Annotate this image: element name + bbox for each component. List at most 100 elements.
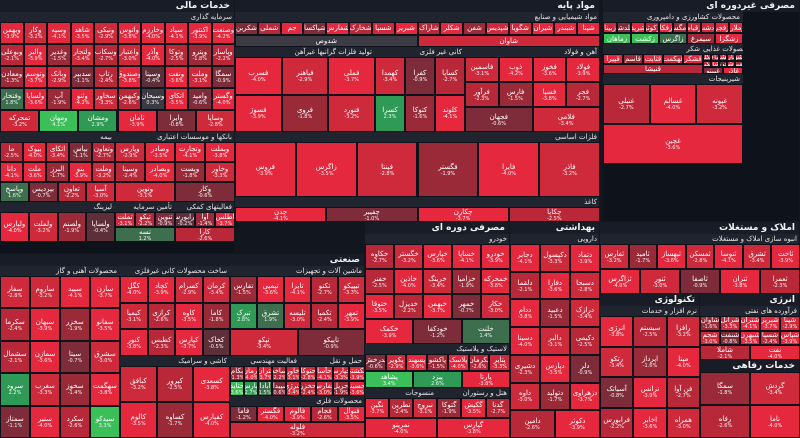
stock-tile[interactable]: کبافق -3.2%: [120, 366, 157, 402]
stock-tile[interactable]: آرمان-4.0%: [244, 366, 258, 381]
stock-tile[interactable]: خگستر -3.2%: [394, 244, 423, 269]
stock-tile[interactable]: شبندر-4.1%: [554, 22, 578, 35]
stock-tile[interactable]: شپاکسا-0.7%: [303, 22, 327, 35]
stock-tile[interactable]: پتایر -3.3%: [489, 354, 509, 371]
stock-tile[interactable]: دعبید -1.5%: [540, 299, 570, 328]
stock-tile[interactable]: شدوص0.6%: [235, 34, 418, 47]
stock-tile[interactable]: کپارس -3.7%: [175, 329, 203, 356]
stock-tile[interactable]: چکارن -3.7%: [417, 207, 509, 221]
stock-tile[interactable]: کنور -3.8%: [120, 329, 148, 356]
industry-title[interactable]: ساخت محصولات کانی غیرفلزی: [120, 266, 230, 276]
stock-tile[interactable]: اتکای -3.5%: [164, 88, 188, 110]
stock-tile[interactable]: خدیزل -2.2%: [394, 294, 423, 319]
stock-tile[interactable]: ونفت -3.6%: [164, 66, 188, 88]
stock-tile[interactable]: وفتخار 1.8%: [0, 88, 24, 110]
stock-tile[interactable]: شاهد -3.5%: [70, 22, 94, 44]
stock-tile[interactable]: وغدیر -1.5%: [47, 44, 71, 66]
stock-tile[interactable]: نبروج -3.1%: [413, 398, 437, 418]
stock-tile[interactable]: خبهمن -3.7%: [423, 294, 452, 319]
stock-tile[interactable]: چدن -4.1%: [235, 207, 327, 221]
stock-tile[interactable]: غاذر-3.5%: [723, 67, 743, 74]
industry-title[interactable]: ماشین آلات و تجهیزات: [230, 266, 364, 276]
stock-tile[interactable]: فروس -3.9%: [235, 142, 296, 197]
stock-tile[interactable]: وخارزم -4.0%: [141, 22, 165, 44]
stock-tile[interactable]: غپینو-1.1%: [703, 67, 723, 74]
stock-tile[interactable]: شبهرن -3.5%: [740, 330, 760, 346]
stock-tile[interactable]: اکنتور -3.9%: [188, 22, 212, 44]
stock-tile[interactable]: آپ -1.9%: [47, 88, 71, 110]
stock-tile[interactable]: وتوکا -2.5%: [164, 44, 188, 66]
stock-tile[interactable]: کلوند -4.1%: [435, 94, 465, 132]
stock-tile[interactable]: زکوثر-2.4%: [645, 22, 659, 33]
stock-tile[interactable]: مپنا -4.0%: [666, 346, 699, 377]
stock-tile[interactable]: بپاس -1.1%: [69, 142, 92, 162]
stock-tile[interactable]: ومهان 4.1%: [39, 110, 79, 132]
sector-title[interactable]: خدمات رفاهی: [700, 360, 799, 372]
industry-title[interactable]: منسوجات: [365, 388, 437, 398]
stock-tile[interactable]: ثنوسا -4.1%: [714, 244, 743, 269]
stock-tile[interactable]: تشرق 1.9%: [257, 302, 284, 330]
stock-tile[interactable]: کرمان -3.4%: [202, 276, 230, 303]
stock-tile[interactable]: پدرخش -0.6%: [365, 354, 386, 371]
stock-tile[interactable]: دپارس -3.5%: [540, 354, 570, 383]
stock-tile[interactable]: سدبیر -1.1%: [70, 66, 94, 88]
stock-tile[interactable]: ثامان -3.9%: [117, 110, 157, 132]
stock-tile[interactable]: فاسمین -3.1%: [465, 57, 499, 82]
stock-tile[interactable]: پسهند -3.6%: [406, 354, 428, 371]
stock-tile[interactable]: سبهان -3.9%: [30, 308, 60, 341]
stock-tile[interactable]: ثاخت -3.9%: [771, 244, 799, 269]
stock-tile[interactable]: رفاه -2.6%: [700, 405, 750, 437]
stock-tile[interactable]: شسپا -2.4%: [760, 330, 780, 346]
stock-tile[interactable]: تملت -3.1%: [115, 212, 135, 227]
industry-title[interactable]: کانی غیر فلزی: [375, 47, 465, 57]
stock-tile[interactable]: سفار -2.8%: [0, 276, 30, 309]
stock-tile[interactable]: نگین -3.7%: [365, 398, 389, 418]
stock-tile[interactable]: تمحرکه -3.2%: [0, 110, 40, 132]
stock-tile[interactable]: بکام -1.3%: [230, 366, 244, 381]
stock-tile[interactable]: تسه 1.2%: [115, 227, 175, 242]
stock-tile[interactable]: ثتران -3.8%: [720, 269, 760, 293]
stock-tile[interactable]: غگلپا-3.7%: [703, 54, 711, 61]
stock-tile[interactable]: وسبحان 0.3%: [141, 88, 165, 110]
stock-tile[interactable]: حپارسا-3.3%: [332, 366, 349, 381]
stock-tile[interactable]: وملت -3.1%: [188, 66, 212, 88]
stock-tile[interactable]: وسپه -4.1%: [47, 22, 71, 44]
stock-tile[interactable]: شکربن-1.2%: [235, 22, 258, 35]
industry-title[interactable]: نرم افزار و خدمات: [600, 306, 699, 316]
stock-tile[interactable]: فجام -2.6%: [311, 406, 338, 422]
stock-tile[interactable]: فن آوا -2.7%: [666, 377, 699, 408]
stock-tile[interactable]: شاوان -1.6%: [700, 316, 720, 331]
stock-tile[interactable]: فنوال -3.5%: [338, 406, 364, 422]
stock-tile[interactable]: تمهر -3.9%: [338, 302, 364, 330]
stock-tile[interactable]: زشریف-3.9%: [631, 22, 645, 33]
stock-tile[interactable]: شپاس -3.9%: [780, 330, 799, 346]
stock-tile[interactable]: کخاک -0.5%: [202, 329, 230, 356]
stock-tile[interactable]: سمگا -0.9%: [211, 66, 234, 88]
stock-tile[interactable]: تیپیکو -3.3%: [338, 276, 364, 303]
stock-tile[interactable]: تپکو -2.2%: [135, 212, 155, 227]
stock-tile[interactable]: فباهنر -2.9%: [281, 57, 329, 95]
stock-tile[interactable]: شاراک-2.4%: [417, 22, 441, 35]
stock-tile[interactable]: وپاسار -2.2%: [211, 44, 234, 66]
stock-tile[interactable]: قنیشا-2.1%: [603, 64, 703, 74]
stock-tile[interactable]: گپارس -3.8%: [437, 418, 509, 437]
stock-tile[interactable]: قاسم-1.4%: [623, 54, 643, 64]
stock-tile[interactable]: وصندوق -3.8%: [117, 66, 141, 88]
stock-tile[interactable]: خپارس -3.6%: [423, 244, 452, 269]
stock-tile[interactable]: وثنو -4.2%: [70, 88, 94, 110]
industry-title[interactable]: فلزات اساسی: [235, 132, 599, 142]
industry-title[interactable]: تأمین سرمایه: [115, 202, 175, 212]
stock-tile[interactable]: ترانس -3.9%: [633, 377, 667, 408]
stock-tile[interactable]: فولاد -3.9%: [566, 57, 599, 82]
stock-tile[interactable]: ومعادن -1.3%: [0, 66, 24, 88]
stock-tile[interactable]: وپارس -2.9%: [115, 142, 145, 162]
stock-tile[interactable]: سپیدار-0.6%: [272, 381, 286, 396]
stock-tile[interactable]: فملی -3.7%: [328, 57, 375, 95]
stock-tile[interactable]: وسینا -2.4%: [115, 162, 145, 182]
stock-tile[interactable]: غمارگ-3.3%: [727, 54, 735, 61]
stock-tile[interactable]: درازک -3.4%: [570, 299, 599, 328]
stock-tile[interactable]: دکپسول -3.3%: [540, 244, 570, 272]
stock-tile[interactable]: فایرا -4.0%: [478, 142, 540, 197]
stock-tile[interactable]: سفانو -3.5%: [90, 308, 120, 341]
stock-tile[interactable]: وبهمن -3.9%: [0, 22, 24, 44]
